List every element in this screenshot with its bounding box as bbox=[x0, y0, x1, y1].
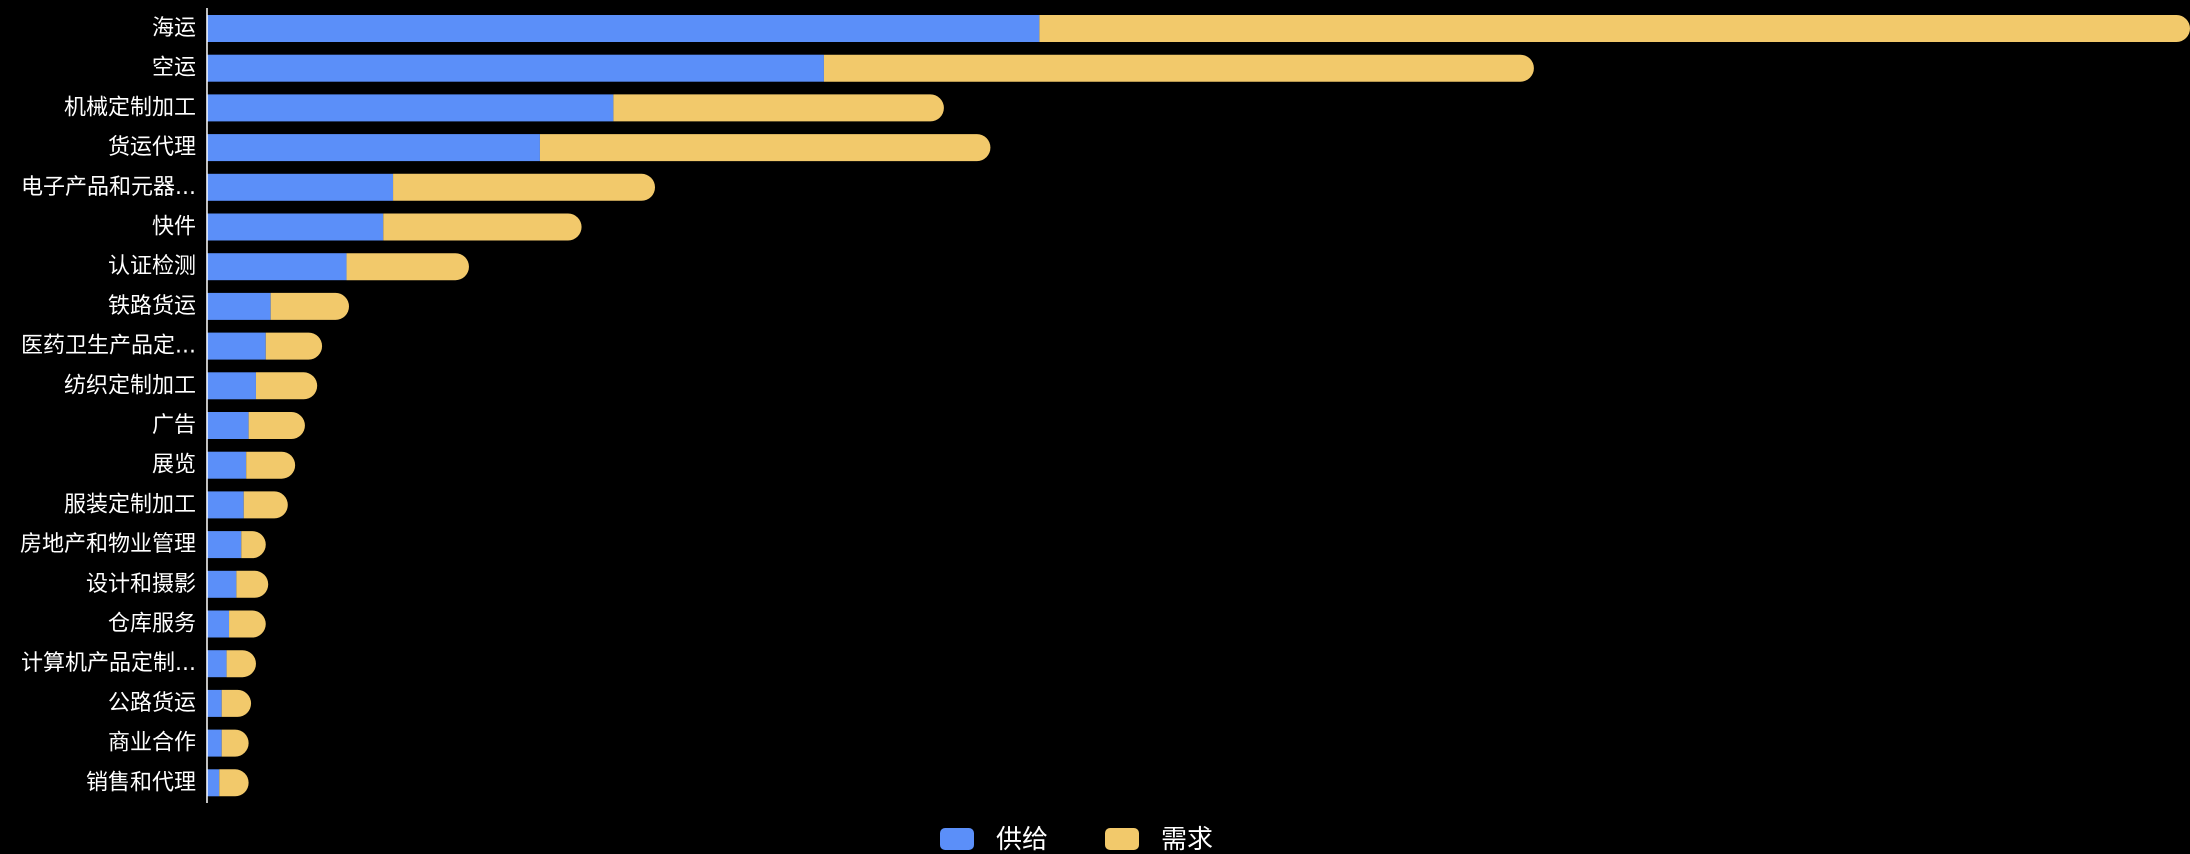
category-label: 机械定制加工 bbox=[64, 95, 196, 120]
bar-demand[interactable] bbox=[255, 372, 318, 400]
legend-swatch-demand bbox=[1105, 828, 1139, 850]
bar-supply[interactable] bbox=[207, 15, 1040, 42]
bar-demand[interactable] bbox=[270, 292, 349, 320]
bar-supply[interactable] bbox=[207, 54, 824, 82]
legend-item-supply[interactable]: 供给 bbox=[940, 825, 1048, 854]
bar-supply[interactable] bbox=[207, 213, 384, 241]
bar-supply[interactable] bbox=[207, 372, 256, 400]
bar-demand[interactable] bbox=[265, 332, 323, 360]
bar-demand[interactable] bbox=[243, 491, 288, 519]
category-label: 计算机产品定制... bbox=[21, 651, 196, 676]
bar-supply[interactable] bbox=[207, 412, 249, 439]
bar-supply[interactable] bbox=[207, 451, 247, 479]
category-label: 商业合作 bbox=[108, 731, 196, 756]
category-label: 房地产和物业管理 bbox=[20, 532, 196, 557]
legend[interactable]: 供给 需求 bbox=[940, 825, 1213, 854]
bars-area bbox=[207, 15, 2190, 797]
bar-supply[interactable] bbox=[207, 491, 244, 519]
category-label: 设计和摄影 bbox=[86, 572, 196, 597]
bar-supply[interactable] bbox=[207, 769, 220, 797]
bar-supply[interactable] bbox=[207, 292, 271, 320]
legend-item-demand[interactable]: 需求 bbox=[1105, 825, 1213, 854]
bar-demand[interactable] bbox=[539, 134, 991, 162]
bar-demand[interactable] bbox=[229, 610, 266, 638]
bar-demand[interactable] bbox=[241, 531, 266, 559]
bar-demand[interactable] bbox=[236, 570, 269, 598]
category-label: 认证检测 bbox=[108, 254, 196, 279]
bar-supply[interactable] bbox=[207, 134, 540, 162]
category-label: 货运代理 bbox=[108, 135, 196, 160]
category-label: 电子产品和元器... bbox=[21, 175, 196, 200]
legend-swatch-supply bbox=[940, 828, 974, 850]
category-label: 仓库服务 bbox=[108, 612, 196, 637]
bar-supply[interactable] bbox=[207, 570, 237, 598]
bar-demand[interactable] bbox=[393, 173, 656, 201]
bar-demand[interactable] bbox=[226, 650, 256, 678]
category-label: 广告 bbox=[152, 413, 196, 438]
category-label: 空运 bbox=[152, 56, 196, 81]
bar-demand[interactable] bbox=[219, 769, 249, 797]
category-label: 服装定制加工 bbox=[64, 492, 196, 517]
bar-demand[interactable] bbox=[221, 689, 252, 717]
bar-supply[interactable] bbox=[207, 650, 227, 678]
category-label: 展览 bbox=[152, 453, 196, 478]
category-label: 快件 bbox=[152, 215, 196, 240]
bar-supply[interactable] bbox=[207, 610, 230, 638]
bar-demand[interactable] bbox=[1039, 15, 2190, 42]
bar-demand[interactable] bbox=[248, 412, 305, 439]
bar-demand[interactable] bbox=[346, 253, 469, 281]
bar-supply[interactable] bbox=[207, 94, 614, 122]
bar-demand[interactable] bbox=[246, 451, 296, 479]
category-label: 医药卫生产品定... bbox=[21, 334, 196, 359]
bar-supply[interactable] bbox=[207, 173, 394, 201]
bar-supply[interactable] bbox=[207, 253, 347, 281]
category-label: 海运 bbox=[152, 16, 196, 41]
category-label: 公路货运 bbox=[108, 691, 196, 716]
legend-label-supply: 供给 bbox=[996, 825, 1048, 854]
bar-supply[interactable] bbox=[207, 689, 222, 717]
bar-supply[interactable] bbox=[207, 332, 266, 360]
bar-supply[interactable] bbox=[207, 729, 222, 757]
bar-supply[interactable] bbox=[207, 531, 242, 559]
bar-demand[interactable] bbox=[221, 729, 249, 757]
legend-label-demand: 需求 bbox=[1161, 825, 1213, 854]
bar-demand[interactable] bbox=[823, 54, 1534, 82]
bar-demand[interactable] bbox=[383, 213, 582, 241]
category-label: 纺织定制加工 bbox=[64, 373, 196, 398]
category-label: 销售和代理 bbox=[86, 770, 196, 795]
category-label: 铁路货运 bbox=[108, 294, 196, 319]
bar-demand[interactable] bbox=[613, 94, 944, 122]
